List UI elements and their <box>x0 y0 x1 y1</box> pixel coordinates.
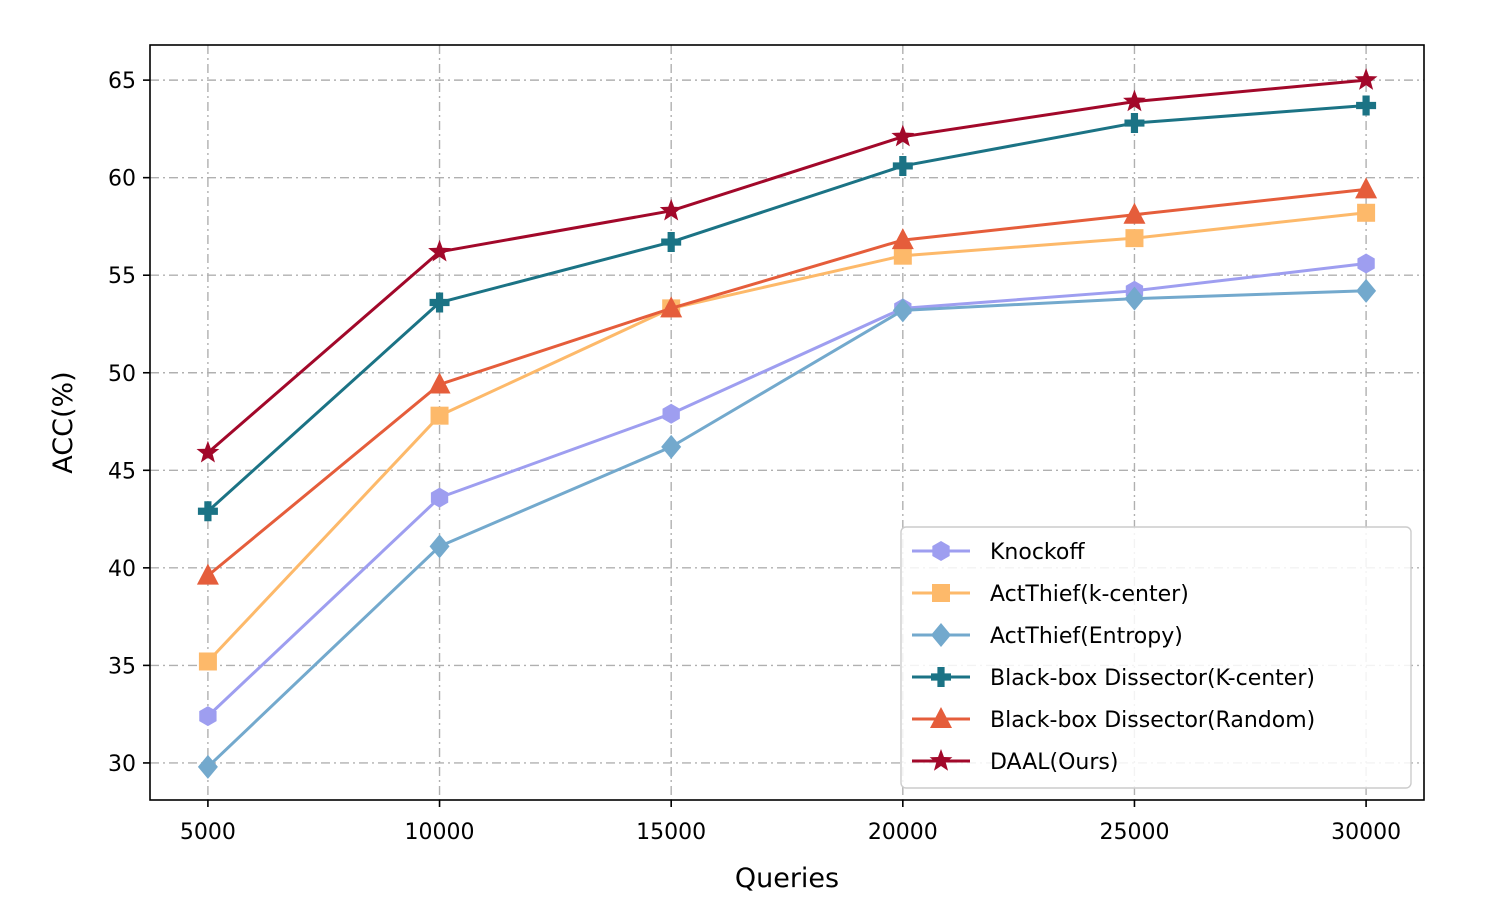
hexagon-marker <box>430 487 449 508</box>
diamond-marker <box>429 534 450 559</box>
diamond-marker <box>931 623 951 647</box>
square-marker <box>932 584 950 602</box>
y-tick-label: 30 <box>108 752 136 777</box>
hexagon-marker <box>1357 253 1375 274</box>
plot-frame <box>149 44 1425 801</box>
square-marker <box>430 406 449 425</box>
tick-layer: 5000 10000 15000 20000 25000 30000 30 35 40 45 50 5… <box>108 69 1401 845</box>
square-marker <box>198 652 217 671</box>
x-tick-label: 20000 <box>868 820 938 845</box>
legend-label: Black-box Dissector(K-center) <box>990 666 1315 691</box>
y-axis-title: ACC(%) <box>48 371 79 473</box>
triangle-marker <box>1355 177 1378 199</box>
legend-box <box>900 526 1412 789</box>
series-line <box>206 187 1367 577</box>
x-tick-label: 15000 <box>636 820 706 845</box>
y-tick-label: 50 <box>108 362 136 387</box>
hexagon-marker <box>662 403 680 424</box>
x-tick-label: 5000 <box>180 820 236 845</box>
triangle-marker <box>930 707 952 728</box>
triangle-marker <box>196 563 219 585</box>
y-tick-label: 35 <box>108 654 136 679</box>
series-layer <box>196 68 1378 779</box>
hexagon-marker <box>932 541 950 561</box>
plus-marker <box>892 155 913 176</box>
triangle-marker <box>891 228 914 250</box>
triangle-marker <box>660 296 683 318</box>
diamond-marker <box>1124 286 1145 311</box>
plus-marker <box>1124 113 1145 134</box>
legend-item: ActThief(k-center) <box>912 582 1189 607</box>
y-tick-label: 45 <box>108 459 136 484</box>
triangle-marker <box>428 372 451 394</box>
series-5 <box>196 68 1378 463</box>
legend-label: ActThief(k-center) <box>990 582 1189 607</box>
square-marker <box>1357 203 1376 222</box>
triangle-marker <box>1123 202 1146 224</box>
series-4 <box>196 177 1378 585</box>
plus-marker <box>1356 95 1377 116</box>
y-tick-label: 55 <box>108 264 136 289</box>
series-2 <box>197 278 1377 779</box>
legend-item: Black-box Dissector(Random) <box>912 707 1315 733</box>
plus-marker <box>931 667 951 687</box>
legend-item: Knockoff <box>912 540 1085 565</box>
legend-label: DAAL(Ours) <box>990 750 1118 775</box>
square-marker <box>893 246 912 265</box>
hexagon-marker <box>199 706 217 727</box>
legend-item: Black-box Dissector(K-center) <box>912 666 1315 691</box>
series-line <box>206 78 1367 454</box>
plus-marker <box>197 501 218 522</box>
series-line <box>206 211 1367 663</box>
x-tick-label: 25000 <box>1099 820 1169 845</box>
star-marker <box>1123 89 1146 112</box>
diamond-marker <box>1356 278 1377 303</box>
legend-label: Black-box Dissector(Random) <box>990 708 1315 733</box>
star-marker <box>929 749 953 771</box>
series-line <box>206 289 1367 768</box>
diamond-marker <box>661 434 682 459</box>
star-marker <box>891 124 915 147</box>
legend-label: Knockoff <box>990 540 1085 565</box>
series-line <box>206 103 1367 513</box>
star-marker <box>1354 68 1378 90</box>
y-tick-label: 65 <box>108 69 136 94</box>
diamond-marker <box>197 754 218 779</box>
legend-item: DAAL(Ours) <box>912 749 1118 775</box>
plus-marker <box>429 292 450 313</box>
legend-label: ActThief(Entropy) <box>990 624 1183 649</box>
series-line <box>206 262 1367 718</box>
diamond-marker <box>892 298 913 323</box>
star-marker <box>659 198 683 221</box>
y-tick-label: 40 <box>108 557 136 582</box>
series-3 <box>197 95 1377 522</box>
x-tick-label: 10000 <box>405 820 475 845</box>
star-marker <box>196 440 220 463</box>
legend: Knockoff ActThief(k-center) ActThief(Entro… <box>900 526 1412 789</box>
plus-marker <box>661 232 682 253</box>
star-marker <box>428 239 451 262</box>
legend-item: ActThief(Entropy) <box>912 623 1183 649</box>
square-marker <box>1125 229 1144 248</box>
x-axis-title: Queries <box>735 863 839 894</box>
x-tick-label: 30000 <box>1331 820 1401 845</box>
y-tick-label: 60 <box>108 167 136 192</box>
series-1 <box>198 203 1376 671</box>
